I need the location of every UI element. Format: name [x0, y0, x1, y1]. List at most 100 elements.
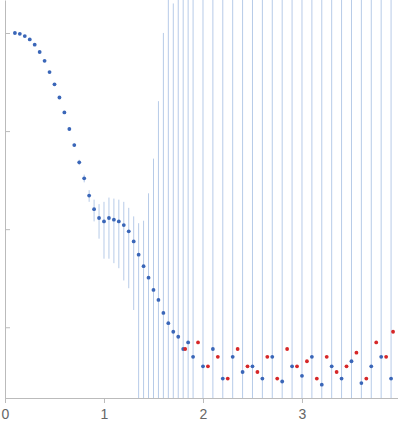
error-bar: [118, 200, 119, 269]
point: [43, 59, 47, 63]
error-bar: [123, 202, 124, 281]
y-axis-line: [5, 1, 6, 399]
error-bar: [108, 198, 109, 259]
error-bar: [262, 0, 263, 398]
point: [117, 220, 121, 224]
x-tick: 1: [101, 398, 109, 422]
point: [374, 341, 378, 345]
error-bar: [138, 223, 139, 398]
point: [295, 364, 299, 368]
point: [359, 381, 363, 385]
point: [226, 377, 230, 381]
error-bar: [242, 0, 243, 398]
point: [176, 335, 180, 339]
error-bar: [282, 0, 283, 398]
point: [183, 347, 187, 351]
error-bar: [252, 0, 253, 398]
x-tick-label: 0: [2, 406, 10, 422]
point: [384, 355, 388, 359]
point: [186, 341, 190, 345]
point: [92, 207, 96, 211]
error-bar: [351, 0, 352, 398]
point: [18, 32, 22, 36]
error-bar: [133, 216, 134, 310]
y-tick: [5, 327, 10, 328]
point: [320, 383, 324, 387]
point: [379, 355, 383, 359]
error-bar: [148, 193, 149, 398]
x-tick-mark: [302, 398, 303, 403]
point: [391, 330, 395, 334]
point: [137, 253, 141, 257]
point: [355, 351, 359, 355]
x-axis: 0 1 2 3: [2, 398, 398, 422]
point: [171, 330, 175, 334]
point: [53, 82, 57, 86]
error-bar: [381, 0, 382, 398]
x-tick: 0: [2, 398, 10, 422]
point: [206, 364, 210, 368]
point: [325, 355, 329, 359]
error-bar: [158, 101, 159, 398]
point: [58, 96, 62, 100]
point: [216, 355, 220, 359]
error-bar: [371, 0, 372, 398]
point: [191, 355, 195, 359]
error-bar: [232, 0, 233, 398]
point: [389, 377, 393, 381]
x-tick-mark: [5, 398, 6, 403]
point: [28, 38, 32, 42]
point: [87, 194, 91, 198]
x-tick-label: 3: [299, 406, 307, 422]
point: [369, 364, 373, 368]
point: [82, 176, 86, 180]
point: [265, 355, 269, 359]
point: [127, 229, 131, 233]
point: [147, 276, 151, 280]
point: [231, 355, 235, 359]
point: [67, 127, 71, 131]
y-tick: [5, 33, 10, 34]
y-tick: [5, 131, 10, 132]
point: [122, 223, 126, 227]
error-bar: [301, 0, 302, 398]
point: [340, 377, 344, 381]
y-tick: [5, 229, 10, 230]
point: [13, 31, 17, 35]
point: [236, 347, 240, 351]
point: [152, 288, 156, 292]
error-bar: [173, 3, 174, 398]
point: [256, 370, 260, 374]
error-bar: [341, 0, 342, 398]
error-bar: [103, 202, 104, 259]
point: [330, 364, 334, 368]
x-tick-label: 1: [101, 406, 109, 422]
point: [310, 355, 314, 359]
point: [107, 216, 111, 220]
x-tick-label: 2: [200, 406, 208, 422]
point: [132, 240, 136, 244]
error-bar: [163, 33, 164, 398]
error-bar: [331, 0, 332, 398]
y-tick-mark: [5, 131, 10, 132]
y-tick-mark: [5, 33, 10, 34]
error-bar: [202, 0, 203, 398]
error-bar: [311, 0, 312, 398]
point: [201, 364, 205, 368]
error-bar: [153, 159, 154, 398]
error-bar: [128, 208, 129, 288]
point: [142, 264, 146, 268]
point: [157, 298, 161, 302]
point: [280, 380, 284, 384]
x-tick: 3: [299, 398, 307, 422]
point: [112, 218, 116, 222]
y-axis: [5, 1, 10, 399]
error-bar: [99, 204, 100, 239]
point: [345, 364, 349, 368]
point: [335, 370, 339, 374]
point: [275, 377, 279, 381]
error-bar: [292, 0, 293, 398]
point: [23, 34, 27, 38]
error-bar: [212, 0, 213, 398]
point: [246, 364, 250, 368]
